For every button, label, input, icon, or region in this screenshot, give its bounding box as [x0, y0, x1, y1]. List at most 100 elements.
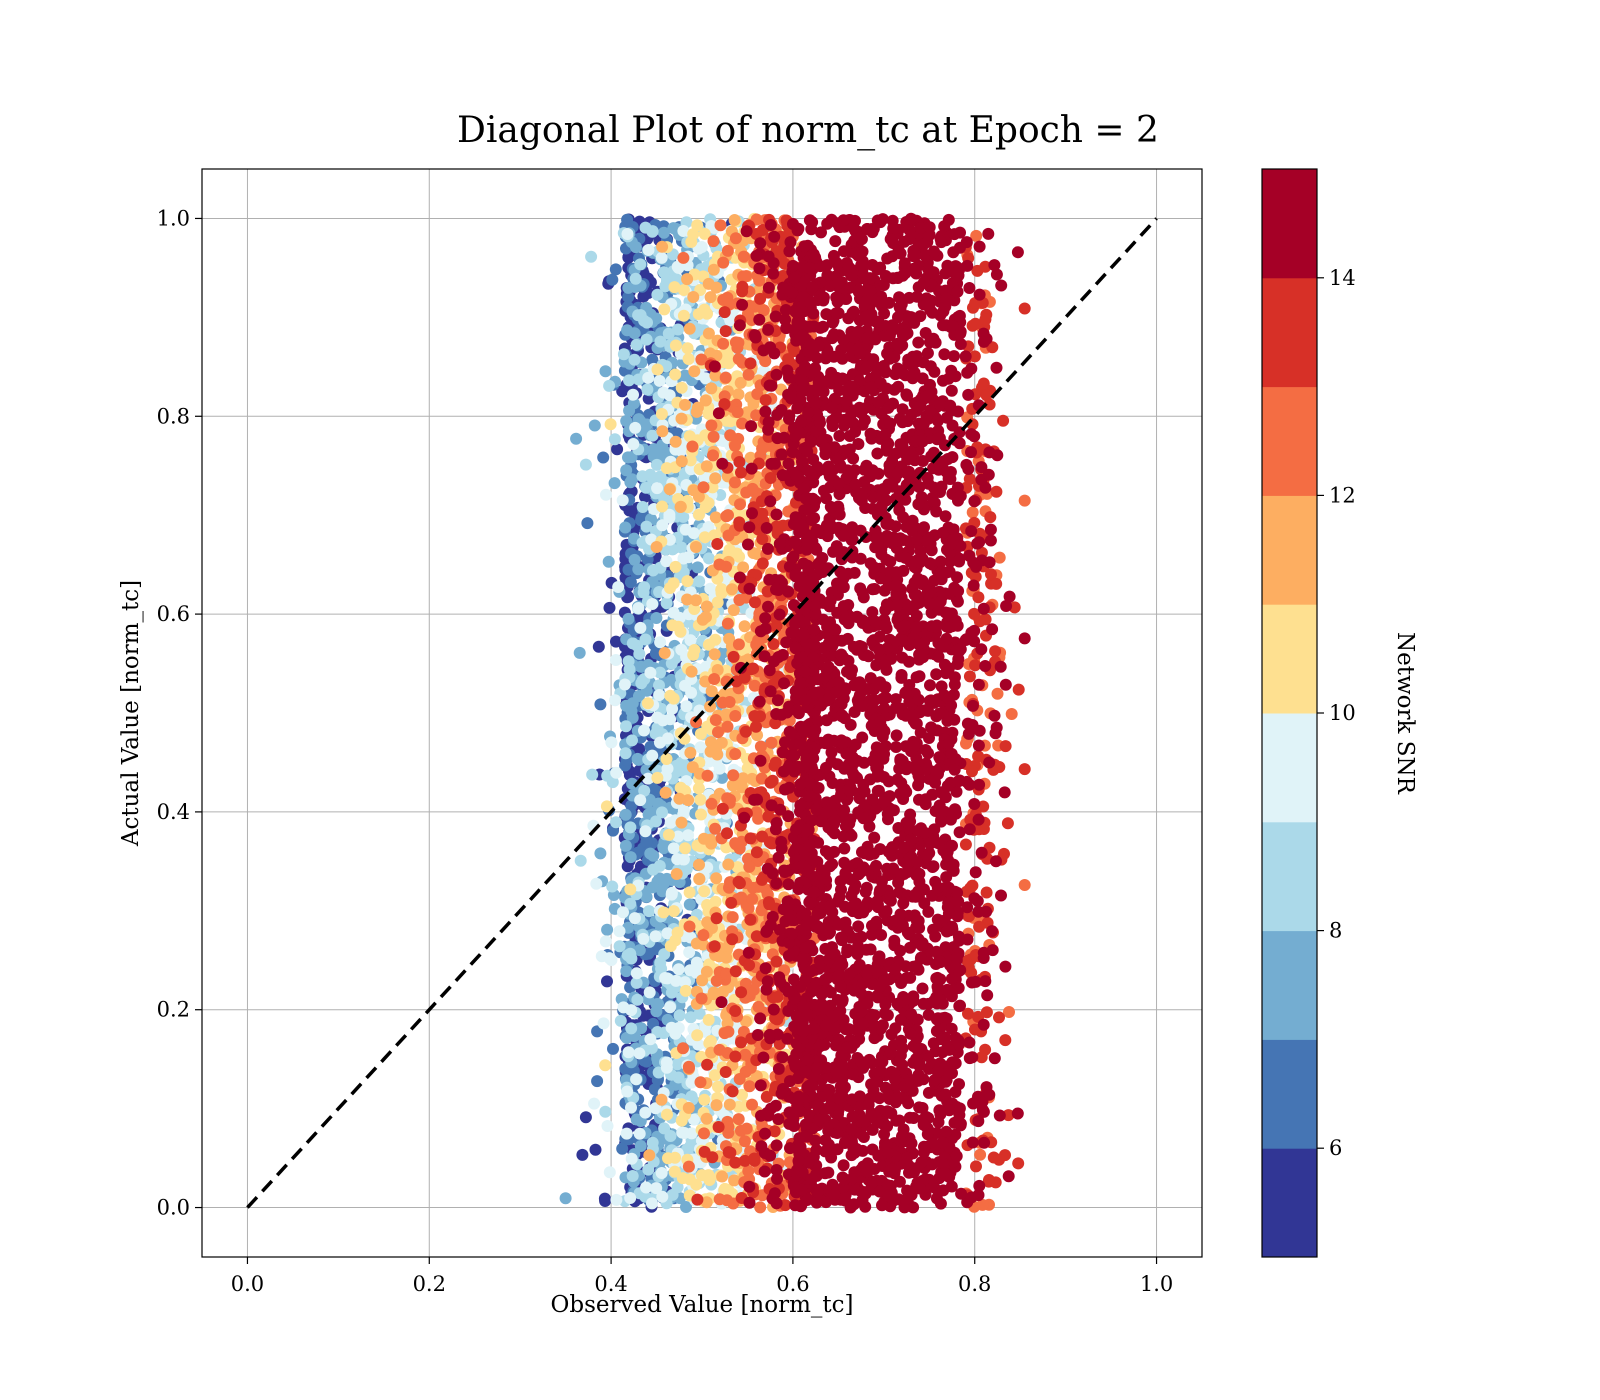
scatter-point: [702, 1169, 715, 1182]
scatter-point: [722, 1025, 735, 1038]
scatter-point: [651, 771, 664, 784]
scatter-point: [748, 1152, 761, 1165]
scatter-point: [977, 377, 990, 390]
scatter-point: [707, 430, 720, 443]
scatter-point: [690, 405, 703, 418]
scatter-point: [727, 769, 740, 782]
scatter-point: [672, 963, 685, 976]
scatter-point: [675, 455, 688, 468]
scatter-point: [705, 797, 718, 810]
scatter-point: [656, 425, 669, 438]
scatter-point: [624, 883, 637, 896]
scatter-point: [674, 625, 687, 638]
scatter-point: [973, 920, 986, 933]
scatter-point: [746, 893, 759, 905]
scatter-point: [673, 1009, 686, 1022]
scatter-point: [704, 745, 717, 758]
scatter-point: [647, 564, 659, 577]
scatter-point: [594, 847, 607, 860]
scatter-point: [979, 1043, 992, 1056]
scatter-point: [682, 1101, 695, 1114]
scatter-point: [616, 494, 629, 507]
scatter-point: [695, 241, 708, 253]
scatter-point: [753, 695, 766, 708]
scatter-point: [990, 721, 1003, 734]
scatter-point: [639, 633, 652, 646]
scatter-point: [660, 753, 673, 765]
scatter-point: [732, 388, 745, 401]
scatter-point: [667, 222, 680, 235]
scatter-point: [632, 373, 645, 386]
scatter-point: [729, 232, 742, 245]
scatter-point: [657, 226, 670, 239]
scatter-point: [666, 702, 679, 715]
scatter-point: [756, 873, 768, 886]
scatter-point: [760, 1090, 773, 1103]
scatter-point: [649, 647, 662, 660]
scatter-point: [618, 678, 631, 691]
scatter-point: [723, 696, 736, 708]
scatter-point: [680, 1201, 692, 1213]
scatter-point: [632, 602, 645, 614]
scatter-point: [630, 338, 643, 351]
scatter-point: [646, 881, 659, 894]
scatter-point: [758, 1165, 771, 1178]
scatter-point: [852, 920, 865, 933]
scatter-point: [700, 460, 713, 473]
scatter-point: [655, 1167, 668, 1179]
scatter-point: [570, 432, 583, 445]
scatter-point: [700, 600, 713, 613]
scatter-point: [677, 1042, 689, 1055]
scatter-point: [626, 637, 639, 650]
scatter-point: [634, 621, 647, 634]
scatter-point: [736, 280, 749, 293]
scatter-point: [968, 798, 981, 810]
scatter-point: [628, 353, 641, 366]
scatter-point: [622, 612, 635, 625]
scatter-point: [723, 543, 736, 556]
scatter-point: [628, 327, 641, 340]
scatter-point: [640, 836, 653, 849]
scatter-point: [733, 1073, 746, 1085]
scatter-point: [613, 925, 626, 938]
scatter-point: [656, 1190, 669, 1203]
scatter-point: [643, 986, 656, 999]
scatter-point: [769, 756, 782, 769]
scatter-point: [626, 473, 639, 486]
scatter-point: [669, 435, 682, 448]
scatter-point: [732, 336, 745, 349]
scatter-point: [718, 1182, 731, 1195]
scatter-point: [650, 612, 663, 624]
scatter-point: [990, 361, 1003, 374]
scatter-point: [709, 511, 722, 524]
scatter-point: [585, 250, 598, 263]
scatter-point: [579, 1111, 592, 1124]
scatter-point: [646, 1136, 659, 1149]
scatter-point: [693, 858, 705, 871]
scatter-point: [670, 868, 683, 880]
scatter-point: [710, 1099, 723, 1112]
scatter-point: [743, 1080, 756, 1093]
scatter-point: [979, 313, 992, 326]
scatter-point: [767, 1003, 780, 1016]
scatter-point: [864, 943, 877, 956]
scatter-point: [662, 732, 674, 745]
scatter-point: [735, 986, 748, 999]
scatter-point: [694, 1076, 707, 1089]
scatter-point: [619, 521, 632, 534]
scatter-point: [650, 541, 663, 553]
scatter-point: [989, 645, 1002, 658]
scatter-point: [735, 466, 747, 479]
scatter-point: [735, 1124, 747, 1137]
scatter-point: [710, 912, 723, 925]
scatter-point: [669, 339, 682, 352]
scatter-point: [1001, 817, 1014, 830]
scatter-point: [686, 761, 699, 774]
scatter-point: [736, 298, 749, 311]
scatter-point: [762, 423, 775, 436]
scatter-point: [610, 635, 622, 648]
scatter-point: [644, 1033, 657, 1046]
scatter-point: [633, 1127, 646, 1140]
scatter-point: [707, 449, 719, 462]
scatter-point: [645, 806, 658, 819]
